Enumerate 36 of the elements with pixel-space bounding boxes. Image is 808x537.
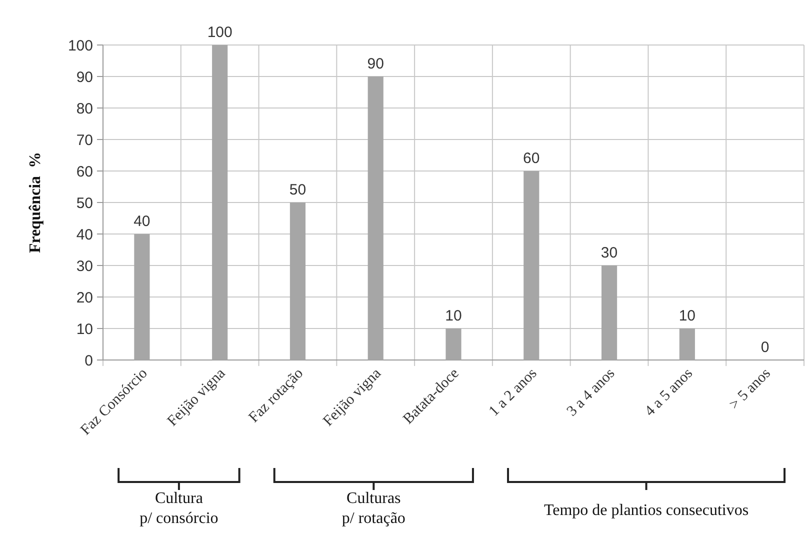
y-tick-label: 0 <box>84 352 93 370</box>
x-tick-label: > 5 anos <box>726 365 774 413</box>
bar <box>679 328 695 360</box>
text: Tempo de plantios consecutivos <box>544 502 749 519</box>
y-tick-label: 30 <box>76 258 93 275</box>
bar <box>446 328 462 360</box>
bar <box>290 202 306 360</box>
bar <box>134 234 150 360</box>
data-label: 100 <box>207 24 232 41</box>
data-label: 40 <box>134 213 150 230</box>
bar <box>212 45 228 360</box>
x-tick-label: 3 a 4 anos <box>564 365 618 420</box>
data-label: 0 <box>760 339 770 356</box>
y-axis-title: Frequência % <box>27 152 44 254</box>
y-tick-label: 50 <box>76 194 93 212</box>
y-tick-label: 60 <box>76 163 93 180</box>
bar <box>368 76 384 360</box>
data-label: 30 <box>600 244 618 262</box>
data-label: 10 <box>678 308 696 324</box>
text: Cultura p/ consórcio <box>140 490 218 527</box>
y-tick-label: 20 <box>76 289 93 306</box>
y-tick-label: 90 <box>76 68 93 86</box>
data-label: 50 <box>289 182 306 198</box>
y-tick-label: 100 <box>68 37 93 54</box>
y-tick-label: 10 <box>76 320 93 338</box>
x-tick-label: 4 a 5 anos <box>642 365 696 420</box>
data-label: 60 <box>523 150 540 167</box>
y-tick-label: 40 <box>76 226 93 244</box>
text: Culturas p/ rotação <box>342 490 406 527</box>
bar <box>524 171 540 360</box>
y-tick-label: 70 <box>76 132 93 149</box>
y-tick-label: 80 <box>76 100 93 118</box>
x-tick-label: 1 a 2 anos <box>486 365 540 420</box>
bar <box>601 266 618 360</box>
data-label: 90 <box>367 56 384 72</box>
data-label: 10 <box>445 308 462 324</box>
